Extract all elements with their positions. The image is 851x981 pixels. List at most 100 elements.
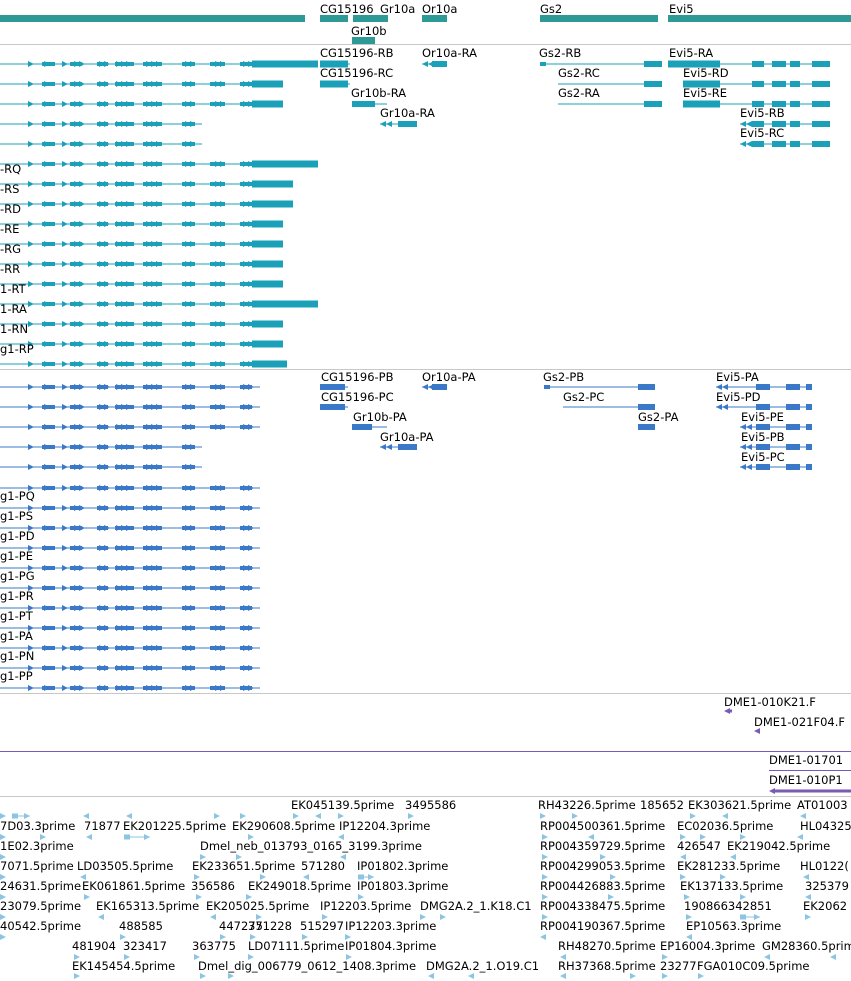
strand-arrow-right-icon bbox=[151, 424, 157, 430]
est-block[interactable] bbox=[740, 914, 746, 920]
exon-block[interactable] bbox=[772, 141, 786, 147]
strand-arrow-right-icon bbox=[79, 161, 85, 167]
cds-block[interactable] bbox=[252, 280, 283, 288]
exon-block[interactable] bbox=[752, 141, 764, 147]
gene-block[interactable] bbox=[422, 15, 447, 22]
strand-arrow-right-icon bbox=[144, 834, 150, 840]
exon-block[interactable] bbox=[812, 61, 830, 67]
exon-block[interactable] bbox=[772, 61, 786, 67]
strand-arrow-right-icon bbox=[116, 241, 122, 247]
exon-block[interactable] bbox=[756, 424, 770, 430]
exon-block[interactable] bbox=[790, 81, 800, 87]
exon-block[interactable] bbox=[432, 61, 447, 67]
strand-arrow-right-icon bbox=[116, 464, 122, 470]
exon-block[interactable] bbox=[320, 80, 348, 88]
exon-block[interactable] bbox=[752, 81, 764, 87]
gene-block[interactable] bbox=[353, 15, 388, 22]
cds-block[interactable] bbox=[252, 300, 318, 308]
exon-block[interactable] bbox=[756, 404, 770, 410]
cds-block[interactable] bbox=[252, 100, 283, 108]
exon-block[interactable] bbox=[752, 101, 764, 107]
protein-label: Evi5-PC bbox=[741, 450, 785, 464]
strand-arrow-right-icon bbox=[151, 81, 157, 87]
exon-block[interactable] bbox=[806, 384, 812, 390]
exon-block[interactable] bbox=[812, 101, 830, 107]
cds-block[interactable] bbox=[252, 180, 293, 188]
strand-arrow-left-icon bbox=[716, 384, 722, 390]
exon-block[interactable] bbox=[752, 61, 764, 67]
gene-block[interactable] bbox=[540, 15, 658, 22]
est-block[interactable] bbox=[124, 834, 130, 840]
exon-block[interactable] bbox=[790, 141, 800, 147]
exon-block[interactable] bbox=[786, 404, 800, 410]
clone-block[interactable] bbox=[775, 789, 851, 793]
gene-block[interactable] bbox=[352, 37, 375, 44]
cds-block[interactable] bbox=[252, 240, 283, 248]
gene-block[interactable] bbox=[668, 15, 851, 22]
est-block[interactable] bbox=[12, 813, 18, 819]
gene-block[interactable] bbox=[0, 15, 305, 22]
exon-block[interactable] bbox=[772, 121, 786, 127]
exon-block[interactable] bbox=[668, 60, 720, 68]
exon-block[interactable] bbox=[320, 404, 345, 410]
cds-block[interactable] bbox=[252, 320, 283, 328]
exon-block[interactable] bbox=[398, 444, 417, 450]
strand-arrow-right-icon bbox=[104, 361, 110, 367]
exon-block[interactable] bbox=[806, 464, 812, 470]
exon-block[interactable] bbox=[812, 141, 830, 147]
exon-block[interactable] bbox=[790, 61, 800, 67]
strand-arrow-right-icon bbox=[248, 241, 254, 247]
exon-block[interactable] bbox=[756, 464, 770, 470]
exon-block[interactable] bbox=[756, 444, 770, 450]
exon-block[interactable] bbox=[812, 121, 830, 127]
strand-arrow-left-icon bbox=[315, 813, 321, 819]
exon-block[interactable] bbox=[772, 101, 786, 107]
exon-block[interactable] bbox=[683, 80, 720, 88]
exon-block[interactable] bbox=[752, 121, 764, 127]
cds-block[interactable] bbox=[252, 160, 318, 168]
exon-block[interactable] bbox=[786, 464, 800, 470]
strand-arrow-right-icon bbox=[126, 424, 132, 430]
cds-block[interactable] bbox=[252, 200, 293, 208]
strand-arrow-right-icon bbox=[215, 61, 221, 67]
strand-arrow-right-icon bbox=[146, 261, 152, 267]
strand-arrow-right-icon bbox=[99, 201, 105, 207]
exon-block[interactable] bbox=[786, 424, 800, 430]
exon-block[interactable] bbox=[320, 384, 345, 390]
exon-block[interactable] bbox=[806, 444, 812, 450]
exon-block[interactable] bbox=[790, 101, 800, 107]
transcript-label: 1-RA bbox=[0, 302, 27, 316]
cds-block[interactable] bbox=[252, 220, 283, 228]
exon-block[interactable] bbox=[806, 404, 812, 410]
exon-block[interactable] bbox=[786, 444, 800, 450]
cds-block[interactable] bbox=[252, 340, 283, 348]
strand-arrow-left-icon bbox=[680, 854, 686, 860]
exon-block[interactable] bbox=[398, 121, 417, 127]
cds-block[interactable] bbox=[252, 360, 287, 368]
cds-block[interactable] bbox=[252, 60, 318, 68]
exon-block[interactable] bbox=[540, 62, 546, 66]
strand-arrow-right-icon bbox=[185, 384, 191, 390]
exon-block[interactable] bbox=[790, 121, 800, 127]
cds-block[interactable] bbox=[252, 260, 283, 268]
protein-label: Or10a-PA bbox=[422, 370, 476, 384]
strand-arrow-left-icon bbox=[210, 914, 216, 920]
clone-block[interactable] bbox=[728, 709, 732, 713]
exon-block[interactable] bbox=[812, 81, 830, 87]
exon-block[interactable] bbox=[806, 424, 812, 430]
strand-arrow-right-icon bbox=[185, 241, 191, 247]
est-block[interactable] bbox=[358, 874, 364, 880]
strand-arrow-right-icon bbox=[220, 404, 226, 410]
exon-block[interactable] bbox=[432, 384, 447, 390]
exon-block[interactable] bbox=[544, 385, 550, 389]
exon-block[interactable] bbox=[320, 60, 348, 68]
exon-block[interactable] bbox=[756, 384, 770, 390]
strand-arrow-right-icon bbox=[194, 954, 200, 960]
strand-arrow-right-icon bbox=[28, 201, 34, 207]
exon-block[interactable] bbox=[772, 81, 786, 87]
cds-block[interactable] bbox=[252, 80, 283, 88]
exon-block[interactable] bbox=[786, 384, 800, 390]
exon-block[interactable] bbox=[683, 100, 720, 108]
gene-block[interactable] bbox=[320, 15, 348, 22]
